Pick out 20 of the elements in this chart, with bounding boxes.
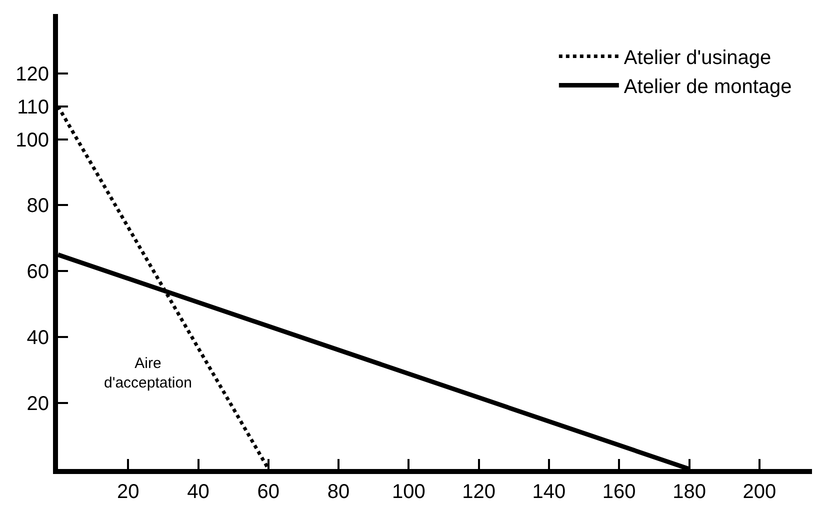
y-tick-label: 80 [26, 195, 49, 218]
legend-label: Atelier de montage [624, 76, 792, 98]
y-tick-label: 120 [16, 63, 49, 86]
y-tick-label: 100 [16, 129, 49, 152]
x-tick-label: 160 [602, 481, 636, 503]
x-tick-label: 40 [187, 481, 210, 503]
y-tick-label: 110 [17, 96, 49, 118]
x-tick-label: 200 [742, 481, 776, 503]
x-tick-label: 180 [672, 481, 706, 503]
x-tick-label: 100 [392, 481, 426, 503]
x-tick-label: 140 [532, 481, 566, 503]
y-tick-label: 20 [26, 393, 49, 416]
y-tick-label: 60 [26, 261, 49, 284]
x-tick-label: 60 [257, 481, 280, 503]
x-tick-label: 20 [117, 481, 140, 503]
x-tick-label: 120 [462, 481, 496, 503]
y-tick-label: 40 [26, 327, 49, 350]
annotation: Aire d'acceptation [104, 355, 192, 392]
legend-label: Atelier d'usinage [624, 47, 772, 70]
x-tick-label: 80 [327, 481, 350, 503]
